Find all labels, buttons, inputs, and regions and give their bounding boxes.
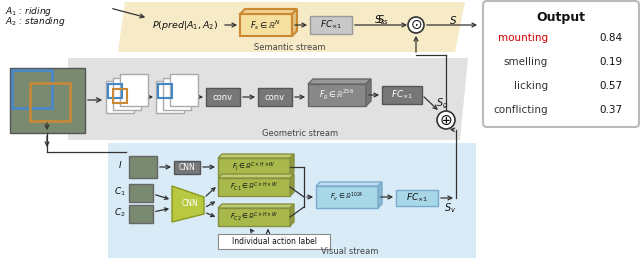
Bar	[218, 158, 290, 176]
Circle shape	[408, 17, 424, 33]
Text: $F_s \in \mathbb{R}^N$: $F_s \in \mathbb{R}^N$	[250, 18, 282, 32]
Text: 0.57: 0.57	[599, 81, 622, 91]
Text: Output: Output	[536, 11, 586, 24]
Text: $F_I \in \mathbb{R}^{C \times H \times W}$: $F_I \in \mathbb{R}^{C \times H \times W…	[232, 161, 276, 173]
Text: licking: licking	[514, 81, 548, 91]
Bar	[108, 143, 476, 258]
Polygon shape	[113, 77, 141, 109]
Text: conv: conv	[213, 92, 233, 101]
Bar	[129, 205, 153, 223]
Polygon shape	[366, 79, 371, 106]
Text: $S_s$: $S_s$	[377, 13, 388, 27]
Text: CNN: CNN	[179, 162, 195, 171]
Polygon shape	[308, 79, 371, 84]
Text: $S_g$: $S_g$	[436, 97, 448, 111]
Bar	[316, 186, 378, 208]
Bar	[10, 68, 85, 133]
Text: 0.19: 0.19	[599, 57, 622, 67]
Text: $S$: $S$	[449, 14, 457, 26]
Text: conv: conv	[265, 92, 285, 101]
Bar	[129, 184, 153, 202]
Polygon shape	[240, 9, 297, 14]
Text: mounting: mounting	[498, 33, 548, 43]
Text: $F_v \in \mathbb{R}^{1024}$: $F_v \in \mathbb{R}^{1024}$	[330, 191, 364, 203]
Bar	[258, 88, 292, 106]
Text: $F_{C1} \in \mathbb{R}^{C \times H \times W}$: $F_{C1} \in \mathbb{R}^{C \times H \time…	[230, 181, 278, 193]
Polygon shape	[106, 81, 134, 113]
Text: Visual stream: Visual stream	[321, 248, 379, 257]
Text: $FC_{\times 1}$: $FC_{\times 1}$	[320, 19, 342, 31]
Polygon shape	[316, 182, 382, 186]
Bar	[129, 156, 157, 178]
Bar	[308, 84, 366, 106]
Bar	[12, 70, 52, 108]
Bar	[218, 208, 290, 226]
Bar	[396, 190, 438, 206]
Text: Individual action label: Individual action label	[232, 236, 317, 245]
Text: $\boldsymbol{A_1}$ : $\it{riding}$: $\boldsymbol{A_1}$ : $\it{riding}$	[5, 5, 52, 17]
Polygon shape	[163, 77, 191, 109]
Text: $\odot$: $\odot$	[410, 18, 422, 32]
Text: CNN: CNN	[182, 200, 198, 209]
Text: 0.37: 0.37	[599, 105, 622, 115]
Polygon shape	[290, 174, 294, 196]
Text: $F_g \in \mathbb{R}^{256}$: $F_g \in \mathbb{R}^{256}$	[319, 88, 355, 102]
Bar	[108, 84, 122, 98]
Polygon shape	[290, 154, 294, 176]
Text: $C_2$: $C_2$	[114, 207, 126, 219]
Polygon shape	[378, 182, 382, 208]
Bar	[158, 84, 172, 98]
Polygon shape	[292, 9, 297, 36]
Polygon shape	[218, 174, 294, 178]
Bar	[206, 88, 240, 106]
Text: $S_v$: $S_v$	[444, 201, 456, 215]
Bar	[240, 14, 292, 36]
Bar	[30, 83, 70, 121]
Bar	[174, 161, 200, 174]
Bar	[113, 89, 127, 103]
FancyBboxPatch shape	[483, 1, 639, 127]
Polygon shape	[290, 204, 294, 226]
Polygon shape	[218, 154, 294, 158]
Text: $\boldsymbol{A_2}$ : $\it{standing}$: $\boldsymbol{A_2}$ : $\it{standing}$	[5, 15, 65, 29]
Bar	[218, 178, 290, 196]
Text: $P(pred|A_1,A_2)$: $P(pred|A_1,A_2)$	[152, 19, 218, 32]
Text: conflicting: conflicting	[493, 105, 548, 115]
Text: Geometric stream: Geometric stream	[262, 129, 338, 138]
Circle shape	[437, 111, 455, 129]
Text: Semantic stream: Semantic stream	[254, 42, 326, 51]
Text: 0.84: 0.84	[599, 33, 622, 43]
Text: $C_1$: $C_1$	[114, 186, 126, 198]
Polygon shape	[156, 81, 184, 113]
Text: $FC_{\times 1}$: $FC_{\times 1}$	[406, 192, 428, 204]
Bar	[310, 16, 352, 34]
Text: smelling: smelling	[504, 57, 548, 67]
Text: $\oplus$: $\oplus$	[439, 113, 452, 127]
Polygon shape	[120, 74, 148, 106]
Text: $F_{C2} \in \mathbb{R}^{C \times H \times W}$: $F_{C2} \in \mathbb{R}^{C \times H \time…	[230, 211, 278, 223]
Text: $I$: $I$	[118, 160, 122, 170]
Bar	[382, 86, 422, 104]
Text: $FC_{\times 1}$: $FC_{\times 1}$	[391, 89, 413, 101]
Polygon shape	[68, 58, 468, 140]
Polygon shape	[118, 2, 465, 52]
Polygon shape	[172, 186, 204, 222]
Polygon shape	[170, 74, 198, 106]
Polygon shape	[218, 204, 294, 208]
Text: $S_s$: $S_s$	[374, 13, 386, 27]
Bar	[218, 234, 330, 249]
